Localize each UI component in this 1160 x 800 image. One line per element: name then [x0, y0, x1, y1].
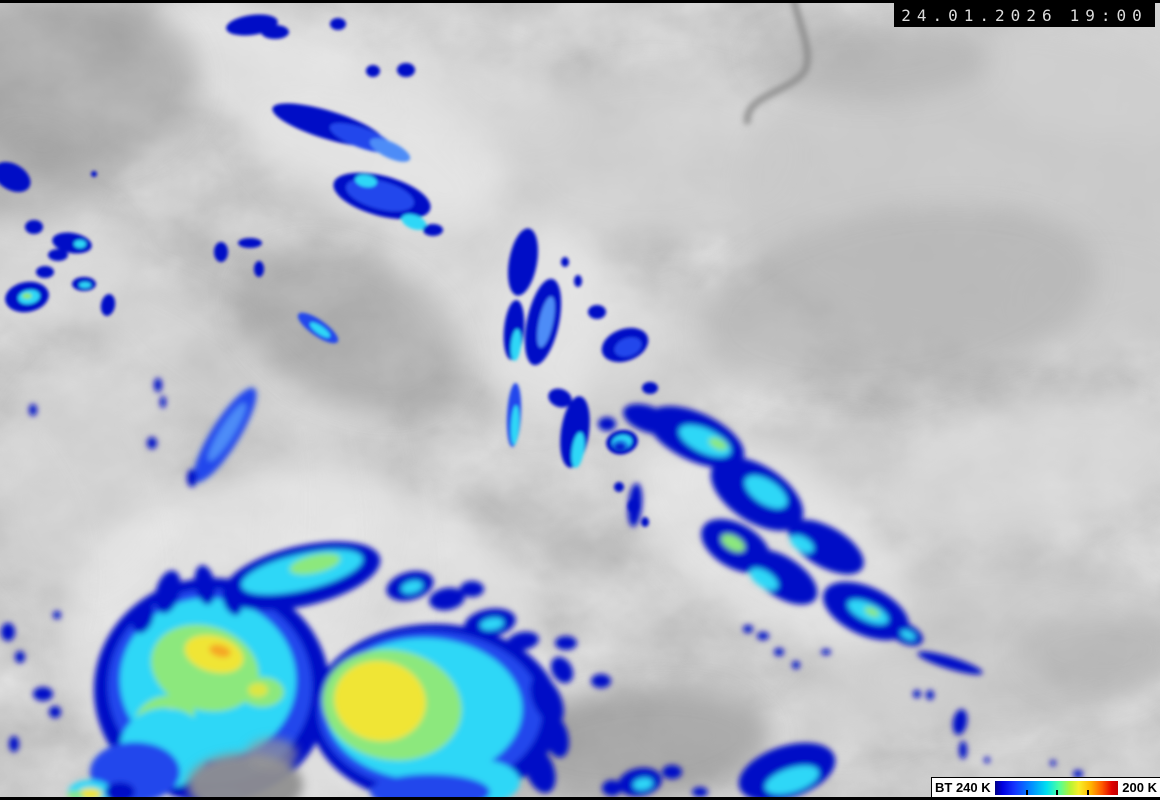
legend-tick: [1025, 789, 1028, 795]
legend-tick: [1056, 789, 1059, 795]
dark-shadow-squiggle: [743, 0, 811, 126]
legend-min-label: BT 240 K: [935, 780, 991, 795]
legend-max-label: 200 K: [1122, 780, 1157, 795]
bottom-border-strip: [0, 797, 1160, 800]
cold-cloud-streaks-center: [503, 228, 658, 527]
legend-box: BT 240 K 200 K: [931, 777, 1160, 798]
cold-cloud-band-diagonal: [598, 403, 1083, 778]
top-border-strip: [0, 0, 1160, 3]
timestamp-time: 19:00: [1069, 5, 1148, 25]
legend-tick: [1087, 789, 1090, 795]
cold-cloud-cluster-top-left: [0, 14, 443, 344]
legend-gradient: [994, 780, 1119, 795]
gray-gap-island: [187, 738, 303, 800]
timestamp-box: 24.01.2026 19:00: [894, 3, 1155, 27]
timestamp-date: 24.01.2026: [901, 5, 1058, 25]
